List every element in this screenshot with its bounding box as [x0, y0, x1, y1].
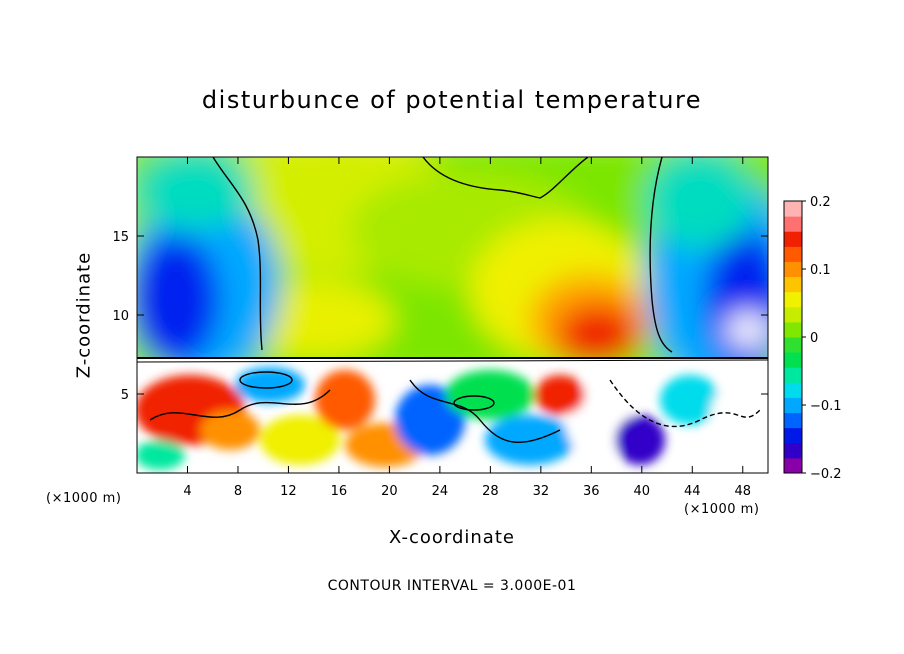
x-tick-label-0: 4	[183, 484, 191, 499]
y-tick-label-0: 5	[121, 388, 129, 403]
colorbar: 0.2 0.1 0 −0.1 −0.2	[783, 195, 842, 482]
x-unit-left: (×1000 m)	[46, 491, 122, 506]
x-tick-label-8: 36	[583, 484, 600, 499]
colorbar-swatch-7	[784, 352, 802, 368]
y-axis: 5 10 15	[112, 230, 768, 403]
colorbar-swatch-12	[784, 276, 802, 293]
x-tick-label-2: 12	[280, 484, 297, 499]
colorbar-swatch-14	[784, 246, 802, 262]
x-axis: 4 8 12 16 20 24 28 32 36 40 44 48	[183, 157, 751, 499]
x-tick-label-4: 20	[381, 484, 398, 499]
contour-interval-text: CONTOUR INTERVAL = 3.000E-01	[327, 578, 577, 594]
x-tick-label-7: 32	[533, 484, 550, 499]
y-tick-label-1: 10	[112, 309, 129, 324]
colorbar-swatch-13	[784, 261, 802, 278]
colorbar-swatch-10	[784, 306, 802, 323]
colorbar-label-2: 0	[810, 331, 818, 346]
colorbar-swatch-4	[784, 397, 802, 414]
colorbar-swatch-9	[784, 321, 802, 338]
contour-lines	[137, 157, 768, 444]
colorbar-swatch-16	[784, 216, 802, 232]
upper-field	[137, 157, 768, 358]
colorbar-label-3: −0.1	[810, 399, 842, 414]
x-tick-label-10: 44	[684, 484, 701, 499]
x-axis-label: X-coordinate	[389, 527, 515, 548]
heatmap-field	[137, 157, 768, 473]
x-unit-right: (×1000 m)	[684, 502, 760, 517]
colorbar-swatch-6	[784, 367, 802, 383]
colorbar-swatch-0	[784, 457, 802, 474]
lower-field	[137, 358, 768, 473]
x-tick-label-3: 16	[331, 484, 348, 499]
x-tick-label-11: 48	[734, 484, 751, 499]
colorbar-swatch-5	[784, 382, 802, 398]
colorbar-swatch-8	[784, 337, 802, 353]
colorbar-swatch-2	[784, 427, 802, 444]
chart-title: disturbunce of potential temperature	[201, 86, 703, 114]
x-tick-label-6: 28	[482, 484, 499, 499]
colorbar-swatch-11	[784, 291, 802, 308]
colorbar-label-1: 0.1	[810, 263, 831, 278]
colorbar-swatch-3	[784, 412, 802, 429]
x-tick-label-9: 40	[634, 484, 651, 499]
colorbar-swatch-1	[784, 442, 802, 459]
x-tick-label-5: 24	[432, 484, 449, 499]
colorbar-label-0: 0.2	[810, 195, 831, 210]
colorbar-label-4: −0.2	[810, 467, 842, 482]
colorbar-swatch-15	[784, 231, 802, 247]
colorbar-swatch-17	[784, 201, 802, 217]
x-tick-label-1: 8	[234, 484, 242, 499]
y-tick-label-2: 15	[112, 230, 129, 245]
